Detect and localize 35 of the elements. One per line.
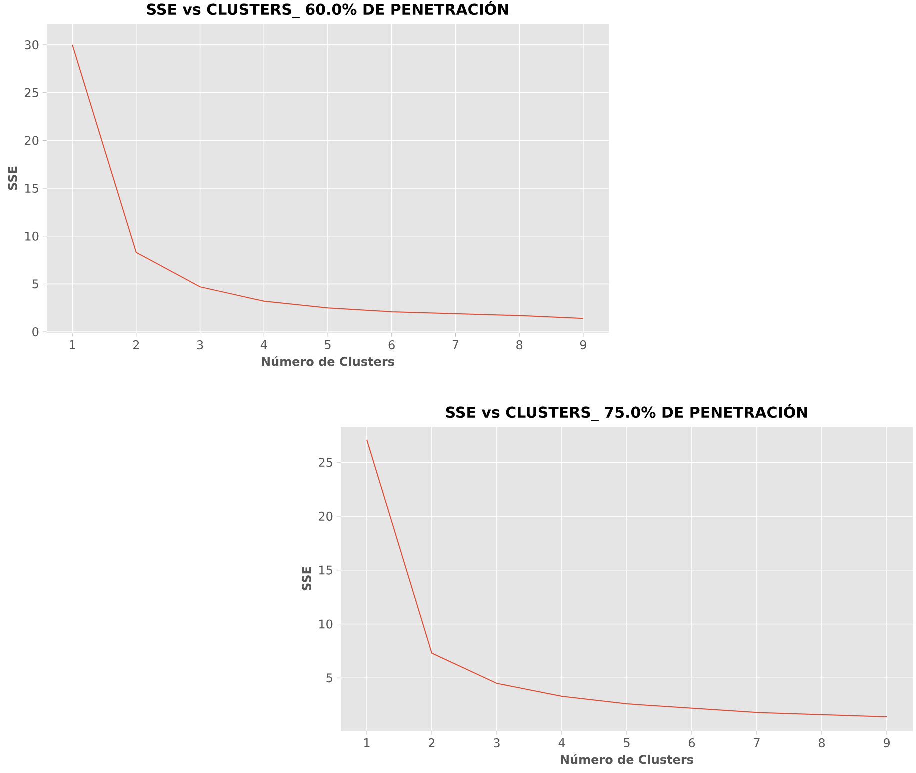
x-tick-label: 6 (388, 340, 395, 350)
x-tick-label: 2 (429, 738, 435, 748)
y-tick-label: 20 (25, 136, 39, 146)
x-tick-label: 5 (624, 738, 630, 748)
x-tick-label: 9 (580, 340, 586, 350)
y-tick-label: 30 (25, 40, 39, 50)
y-tick-label: 10 (320, 620, 333, 629)
y-axis-title: SSE (8, 166, 18, 190)
y-tick-label: 20 (319, 512, 333, 521)
y-tick-label: 0 (32, 327, 39, 337)
chart-title: SSE vs CLUSTERS_ 75.0% DE PENETRACIÓN (446, 404, 808, 422)
x-tick-label: 2 (133, 340, 140, 350)
x-tick-label: 1 (70, 340, 76, 350)
x-tick-label: 4 (558, 738, 566, 748)
x-tick-label: 6 (689, 738, 696, 748)
y-tick-label: 15 (320, 566, 332, 575)
x-tick-label: 7 (754, 738, 760, 748)
x-tick-label: 8 (516, 340, 523, 350)
y-tick-label: 25 (25, 88, 38, 98)
y-tick-label: 15 (26, 184, 38, 193)
x-tick-label: 3 (197, 340, 204, 350)
y-axis-title: SSE (302, 567, 312, 591)
y-tick-label: 5 (32, 280, 38, 289)
chart-title: SSE vs CLUSTERS_ 60.0% DE PENETRACIÓN (147, 1, 508, 18)
x-tick-label: 9 (884, 738, 890, 748)
x-tick-label: 4 (260, 340, 268, 350)
y-tick-label: 5 (326, 674, 332, 683)
x-axis-title: Número de Clusters (561, 754, 694, 764)
y-tick-label: 25 (319, 458, 332, 468)
x-tick-label: 1 (364, 738, 370, 748)
x-tick-label: 8 (818, 738, 825, 748)
y-tick-label: 10 (26, 232, 39, 241)
x-tick-label: 7 (452, 340, 459, 350)
x-tick-label: 3 (494, 738, 500, 748)
x-axis-title: Número de Clusters (262, 356, 394, 366)
